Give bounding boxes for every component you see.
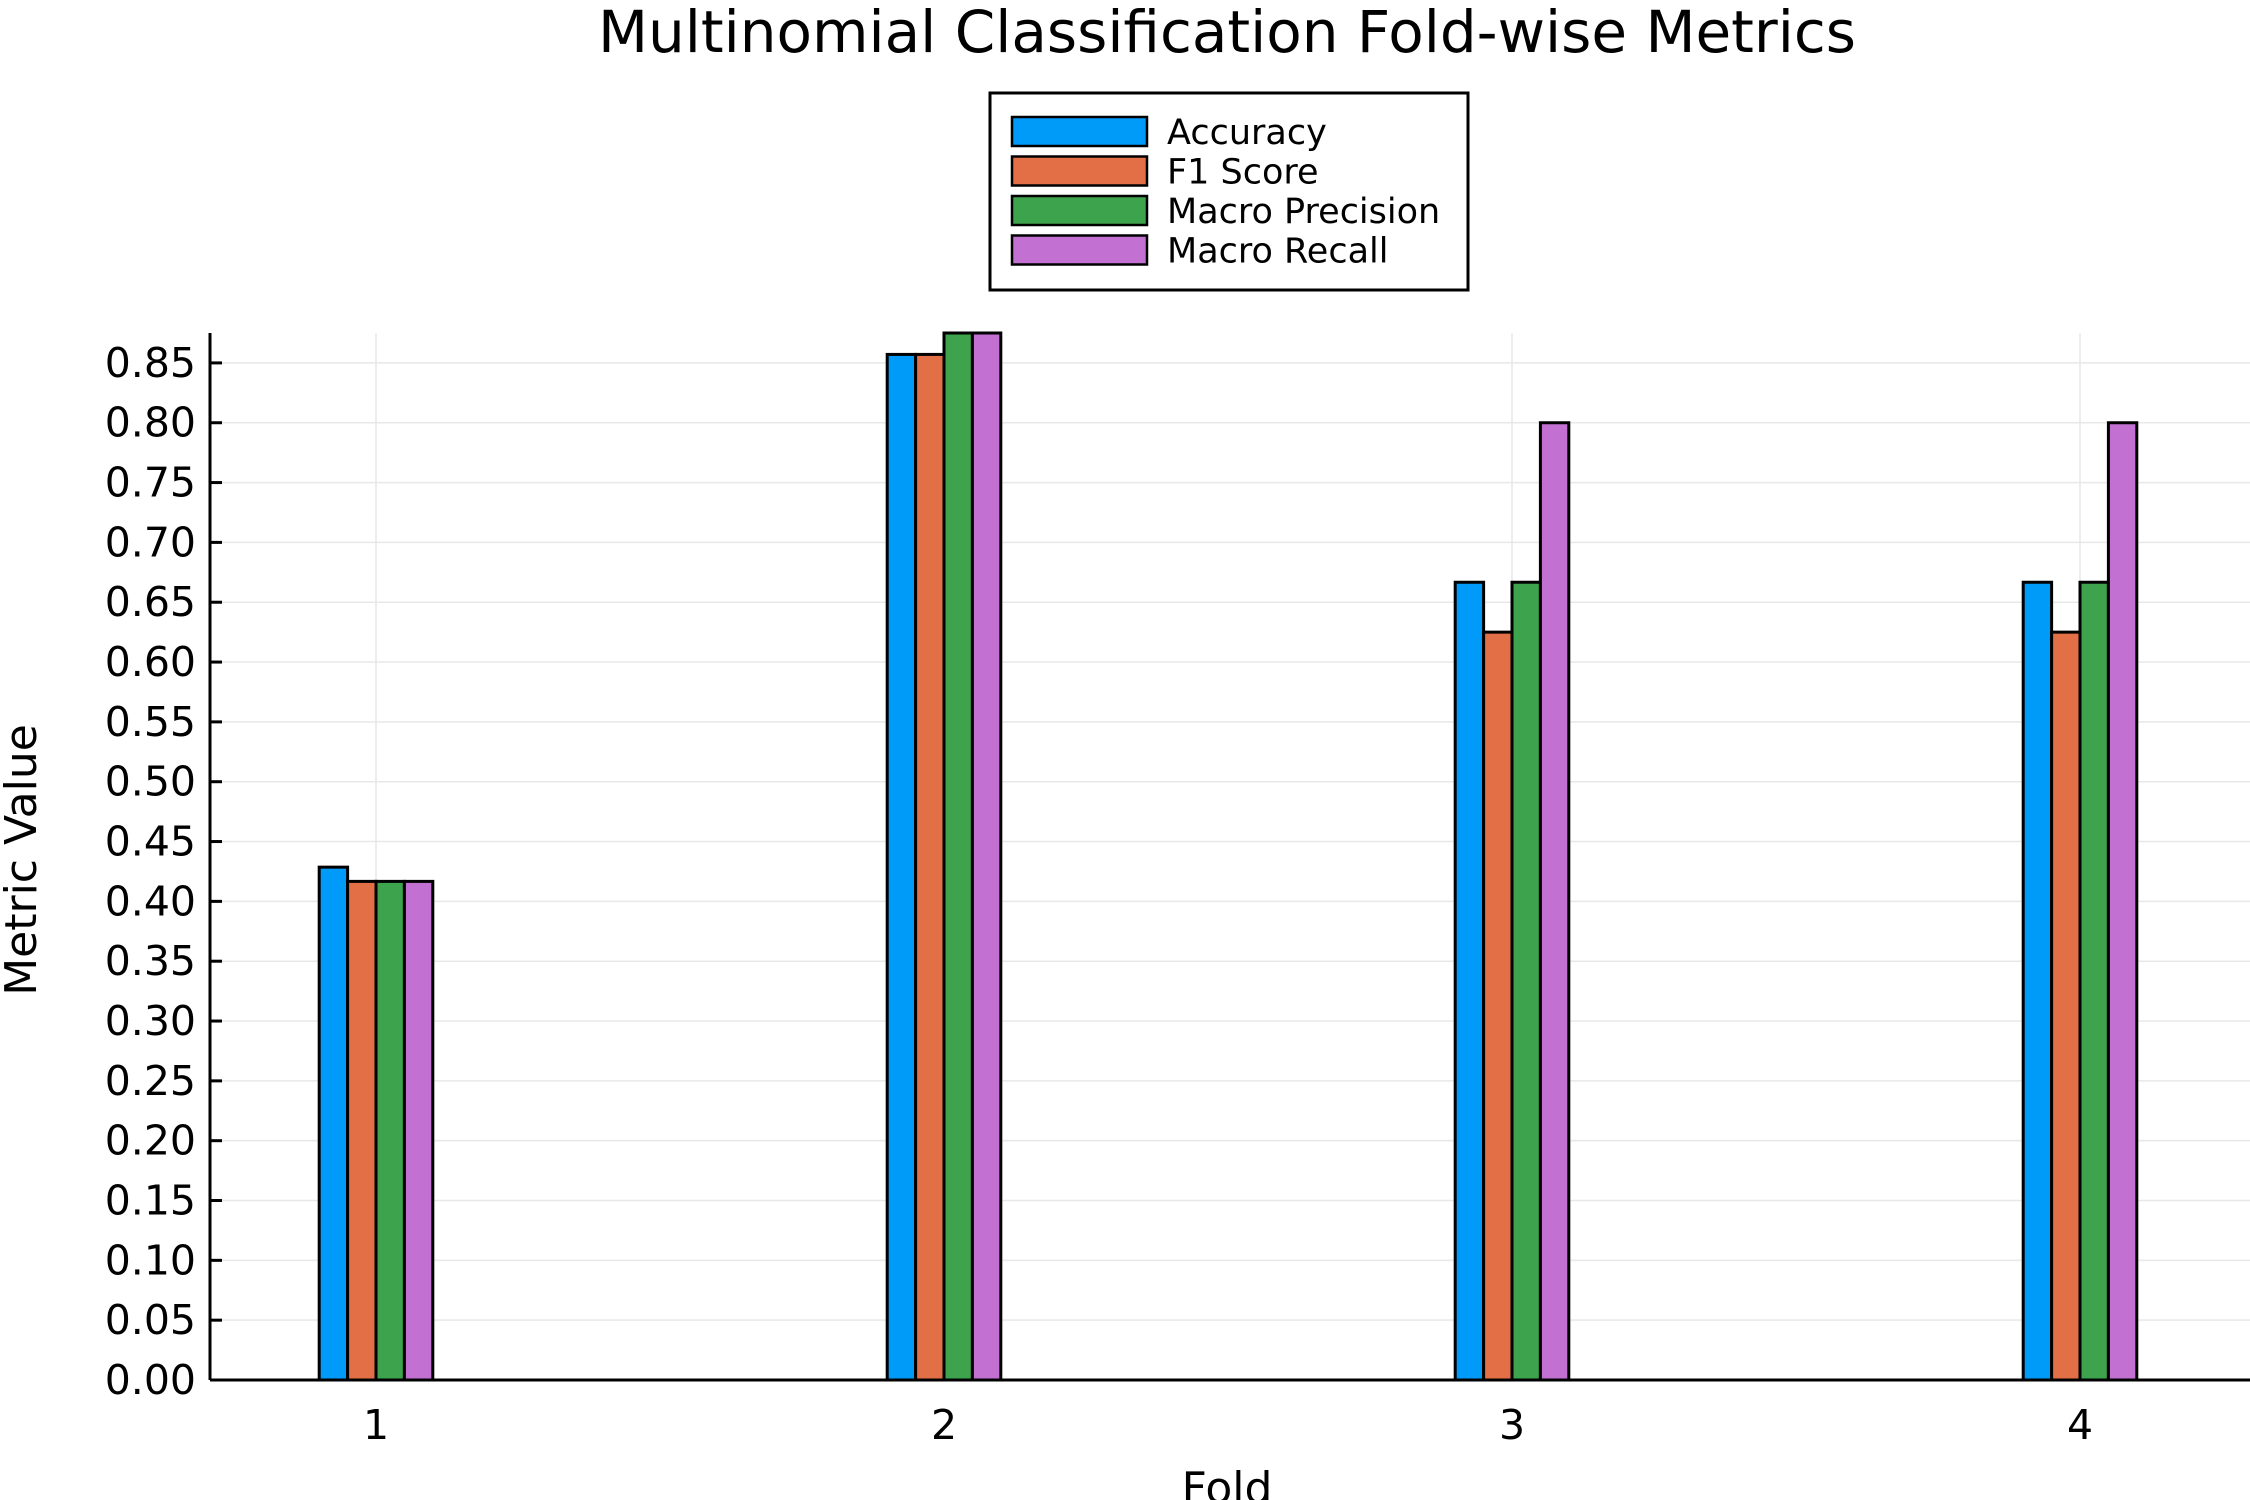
y-tick-label: 0.05 (105, 1296, 196, 1344)
bar-f1-score-fold-1 (346, 879, 378, 1382)
x-tick-label: 2 (931, 1401, 957, 1449)
x-ticks: 1 2 3 4 (363, 1368, 2093, 1449)
bar-f1-score-fold-3 (1482, 630, 1514, 1382)
y-tick-label: 0.25 (105, 1057, 196, 1105)
y-tick-label: 0.85 (105, 339, 196, 387)
legend-swatch (1010, 234, 1149, 266)
y-tick-label: 0.50 (105, 758, 196, 806)
y-tick-label: 0.70 (105, 518, 196, 566)
y-tick-label: 0.65 (105, 578, 196, 626)
x-tick-label: 4 (2067, 1401, 2093, 1449)
y-tick-label: 0.15 (105, 1177, 196, 1225)
bar-f1-score-fold-4 (2050, 630, 2082, 1382)
y-tick-label: 0.45 (105, 818, 196, 866)
y-tick-label: 0.35 (105, 937, 196, 985)
bar-macro-precision-fold-4 (2078, 580, 2110, 1382)
legend-label: Macro Recall (1167, 232, 1388, 272)
bar-f1-score-fold-2 (914, 352, 946, 1382)
bar-macro-recall-fold-3 (1538, 421, 1571, 1382)
bars (317, 331, 2139, 1382)
bar-accuracy-fold-3 (1453, 580, 1486, 1382)
y-tick-label: 0.00 (105, 1356, 196, 1404)
y-tick-label: 0.80 (105, 399, 196, 447)
x-tick-label: 1 (363, 1401, 389, 1449)
legend-swatch (1010, 115, 1149, 148)
bar-accuracy-fold-1 (317, 865, 350, 1382)
bar-macro-precision-fold-3 (1510, 580, 1542, 1382)
legend-label: Accuracy (1167, 113, 1327, 153)
x-tick-label: 3 (1499, 1401, 1525, 1449)
bar-macro-recall-fold-2 (970, 331, 1003, 1382)
bar-macro-recall-fold-1 (402, 879, 435, 1382)
chart-title: Multinomial Classification Fold-wise Met… (598, 0, 1856, 66)
bar-macro-precision-fold-1 (374, 879, 406, 1382)
legend-label: F1 Score (1167, 153, 1319, 193)
y-axis-label: Metric Value (0, 724, 47, 996)
legend-swatch (1010, 155, 1149, 187)
bar-macro-precision-fold-2 (942, 331, 974, 1382)
vertical-grid (375, 333, 2081, 1380)
legend-swatch (1010, 194, 1149, 227)
bar-accuracy-fold-2 (885, 352, 918, 1382)
y-tick-label: 0.30 (105, 997, 196, 1045)
x-axis-label: Fold (1182, 1463, 1273, 1500)
y-tick-label: 0.60 (105, 638, 196, 686)
y-ticks: 0.00 0.05 0.10 0.15 0.20 0.25 0.30 0.35 0.40 0.45… (105, 339, 222, 1404)
bar-accuracy-fold-4 (2021, 580, 2054, 1382)
y-tick-label: 0.20 (105, 1117, 196, 1165)
y-tick-label: 0.55 (105, 698, 196, 746)
legend-label: Macro Precision (1167, 192, 1440, 232)
y-tick-label: 0.75 (105, 459, 196, 507)
bar-macro-recall-fold-4 (2106, 421, 2139, 1382)
y-tick-label: 0.10 (105, 1236, 196, 1284)
y-tick-label: 0.40 (105, 877, 196, 925)
horizontal-grid (210, 362, 2250, 1381)
